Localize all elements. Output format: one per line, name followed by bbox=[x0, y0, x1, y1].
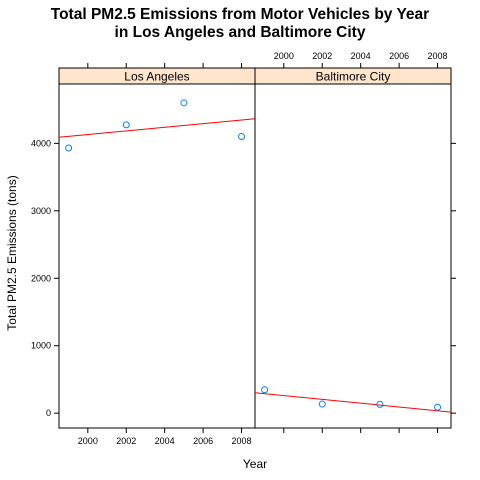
data-point-los-angeles-2005 bbox=[180, 99, 188, 107]
data-point-baltimore-city-2005 bbox=[376, 400, 384, 408]
fit-line-baltimore-city bbox=[255, 392, 451, 413]
x-tick-label-2008: 2008 bbox=[232, 436, 252, 446]
panel-frame-los-angeles bbox=[58, 83, 256, 429]
strip-label-baltimore-city: Baltimore City bbox=[316, 70, 391, 84]
data-point-baltimore-city-2002 bbox=[318, 400, 326, 408]
y-tick-label-1000: 1000 bbox=[31, 341, 51, 351]
x-tick-label-top-2006: 2006 bbox=[389, 51, 409, 61]
y-tick-label-4000: 4000 bbox=[31, 138, 51, 148]
x-tick-label-2004: 2004 bbox=[155, 436, 175, 446]
x-tick-label-2000: 2000 bbox=[78, 436, 98, 446]
y-tick-label-3000: 3000 bbox=[31, 206, 51, 216]
data-point-los-angeles-1999 bbox=[65, 144, 73, 152]
y-tick-label-2000: 2000 bbox=[31, 273, 51, 283]
chart-title-line-1: Total PM2.5 Emissions from Motor Vehicle… bbox=[51, 6, 429, 23]
x-tick-label-top-2008: 2008 bbox=[428, 51, 448, 61]
y-axis-label: Total PM2.5 Emissions (tons) bbox=[5, 175, 19, 330]
x-tick-label-top-2004: 2004 bbox=[351, 51, 371, 61]
chart-title-line-2: in Los Angeles and Baltimore City bbox=[115, 24, 366, 41]
x-tick-label-top-2000: 2000 bbox=[274, 51, 294, 61]
strip-label-los-angeles: Los Angeles bbox=[124, 70, 189, 84]
data-point-baltimore-city-2008 bbox=[434, 403, 442, 411]
y-tick-label-0: 0 bbox=[46, 408, 51, 418]
panels-group: Los Angeles 2000 2002 2004 2006 2008 0 1000 2000… bbox=[31, 51, 456, 446]
fit-line-los-angeles bbox=[59, 118, 255, 138]
data-point-los-angeles-2008 bbox=[238, 133, 246, 141]
x-tick-label-top-2002: 2002 bbox=[312, 51, 332, 61]
x-tick-label-2006: 2006 bbox=[193, 436, 213, 446]
data-point-baltimore-city-1999 bbox=[261, 386, 269, 394]
data-point-los-angeles-2002 bbox=[122, 121, 130, 129]
x-axis-label: Year bbox=[243, 457, 267, 471]
x-tick-label-2002: 2002 bbox=[116, 436, 136, 446]
panel-frame-baltimore-city bbox=[254, 83, 452, 429]
